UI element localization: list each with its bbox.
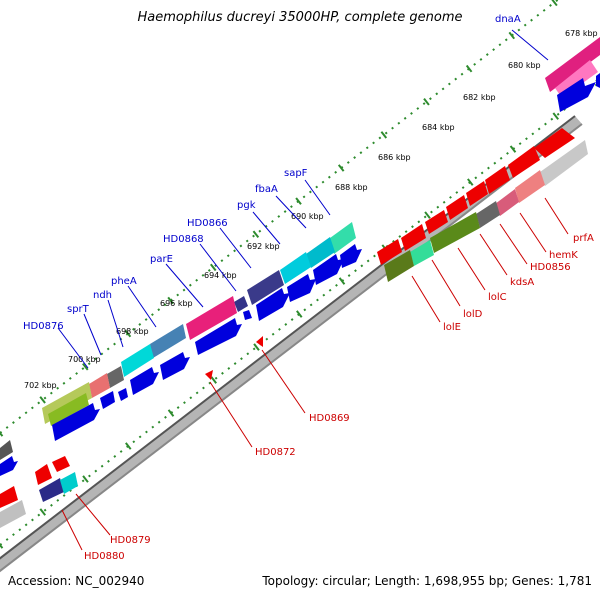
gene-label: HD0876 <box>23 321 64 332</box>
gene-label: pheA <box>111 276 137 287</box>
gene-label: HD0880 <box>84 551 125 562</box>
gene-label: prfA <box>573 233 594 244</box>
kbp-label: 690 kbp <box>291 212 324 221</box>
gene-label: pgk <box>237 200 256 211</box>
kbp-label: 692 kbp <box>247 242 280 251</box>
gene-label: fbaA <box>255 184 278 195</box>
scale-tick <box>124 329 132 338</box>
scale-tick <box>0 543 4 549</box>
scale-tick <box>508 31 516 40</box>
kbp-label: 686 kbp <box>378 153 411 162</box>
gene-label: HD0869 <box>309 413 350 424</box>
scale-tick <box>167 296 174 305</box>
gene-label: kdsA <box>510 277 534 288</box>
scale-tick <box>167 409 175 417</box>
kbp-label: 696 kbp <box>160 299 193 308</box>
scale-tick <box>125 442 132 450</box>
gene-label: hemK <box>549 250 578 261</box>
scale-tick <box>253 343 260 351</box>
forward-gene-track <box>0 73 600 476</box>
scale-tick <box>210 376 217 384</box>
scale-tick <box>0 431 4 437</box>
scale-tick <box>82 362 89 371</box>
kbp-label: 702 kbp <box>24 381 57 390</box>
gene-label: lolC <box>488 292 507 303</box>
forward-feature-track <box>0 37 600 460</box>
kbp-label: 678 kbp <box>565 29 598 38</box>
scale-tick <box>380 131 388 139</box>
reverse-gene-labels: prfA hemK HD0856 kdsA lolC lolD lolE HD0… <box>61 197 594 562</box>
scale-tick <box>39 508 46 516</box>
kbp-labels: 678 kbp 680 kbp 682 kbp 684 kbp 686 kbp … <box>24 29 598 390</box>
scale-tick <box>39 396 46 404</box>
kbp-label: 700 kbp <box>68 355 101 364</box>
kbp-label: 694 kbp <box>204 271 237 280</box>
outer-scale-track <box>0 0 560 434</box>
scale-tick <box>423 97 430 106</box>
scale-tick <box>296 310 303 318</box>
gene-label: HD0866 <box>187 218 228 229</box>
reverse-feature-track <box>0 140 588 528</box>
accession-label: Accession: <box>8 574 72 588</box>
gene-label: HD0872 <box>255 447 296 458</box>
kbp-label: 688 kbp <box>335 183 368 192</box>
accession-info: Accession: NC_002940 <box>8 574 144 588</box>
scale-tick <box>82 475 89 483</box>
kbp-label: 698 kbp <box>116 327 149 336</box>
scale-tick <box>295 197 302 205</box>
scale-tick <box>552 112 560 120</box>
kbp-label: 684 kbp <box>422 123 455 132</box>
accession-value: NC_002940 <box>75 574 145 588</box>
gene-label: HD0868 <box>163 234 204 245</box>
gene-label: lolE <box>443 322 461 333</box>
kbp-label: 682 kbp <box>463 93 496 102</box>
forward-gene-labels: dnaA sapF fbaA pgk HD0866 HD0868 parE ph… <box>23 14 549 369</box>
gene-label: HD0856 <box>530 262 571 273</box>
scale-tick <box>465 64 473 73</box>
reverse-gene-track <box>0 128 575 508</box>
major-ticks <box>0 0 600 549</box>
scale-tick <box>252 230 260 239</box>
gene-label: ndh <box>93 290 112 301</box>
topology-info: Topology: circular; Length: 1,698,955 bp… <box>262 574 592 588</box>
scale-tick <box>209 263 217 272</box>
scale-tick <box>424 211 431 219</box>
scale-tick <box>338 277 346 285</box>
gene-label: sapF <box>284 168 308 179</box>
scale-tick <box>337 164 345 172</box>
gene-label: parE <box>150 254 173 265</box>
gene-label: lolD <box>463 309 483 320</box>
kbp-label: 680 kbp <box>508 61 541 70</box>
gene-label: dnaA <box>495 14 521 25</box>
scale-tick <box>467 178 474 186</box>
scale-tick <box>509 145 517 153</box>
gene-label: sprT <box>67 304 90 315</box>
gene-label: HD0879 <box>110 535 151 546</box>
map-title: Haemophilus ducreyi 35000HP, complete ge… <box>137 10 463 25</box>
scale-tick <box>551 0 558 7</box>
